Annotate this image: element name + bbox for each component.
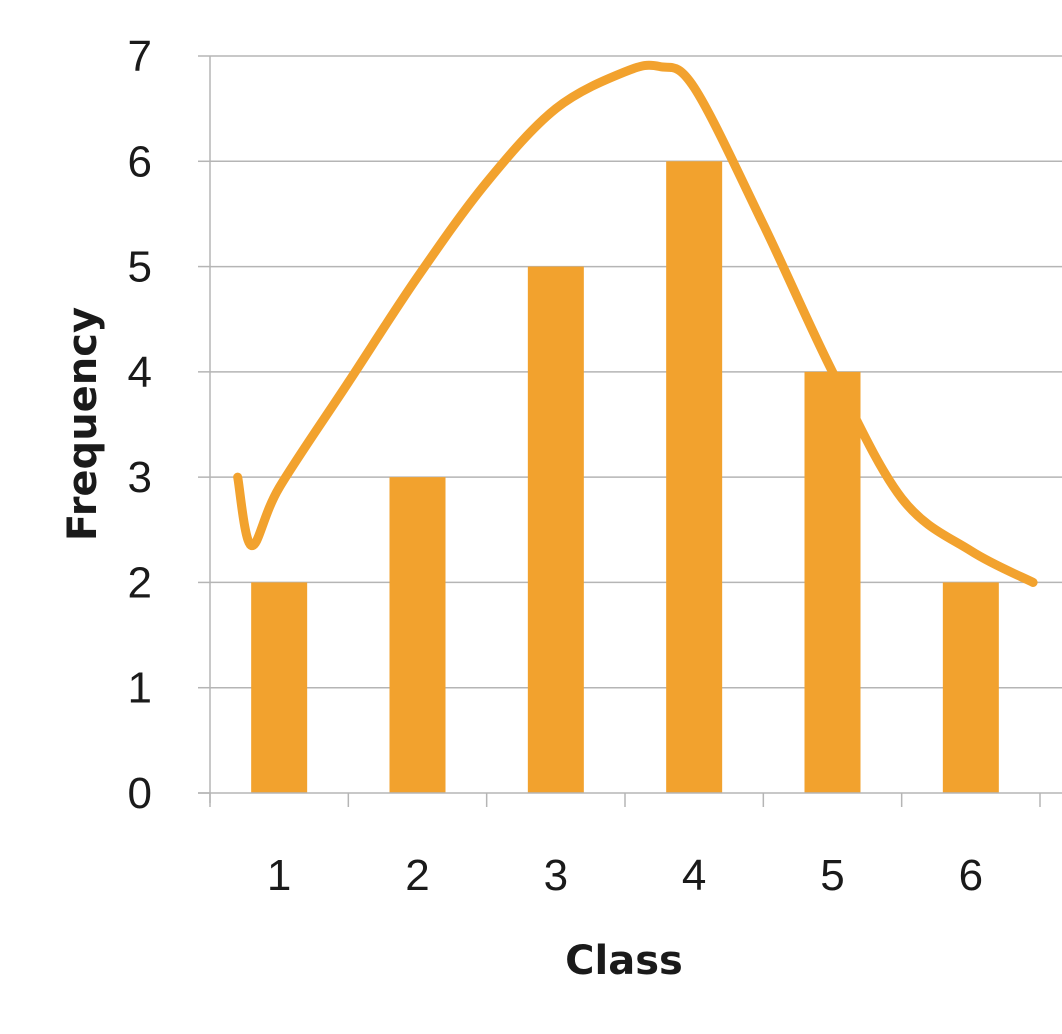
y-tick-label-5: 5	[128, 243, 152, 292]
axes	[198, 55, 1062, 807]
tick-labels: 0 1 2 3 4 5 6 7 1 2 3 4 5 6	[128, 32, 984, 900]
x-tick-label-2: 2	[405, 851, 429, 900]
x-tick-label-6: 6	[959, 851, 983, 900]
bar-4	[666, 161, 723, 794]
x-axis-title: Class	[565, 938, 683, 984]
x-tick-label-3: 3	[544, 851, 568, 900]
x-tick-label-4: 4	[682, 851, 706, 900]
y-tick-label-7: 7	[128, 32, 152, 81]
y-axis-title: Frequency	[60, 307, 106, 541]
overlay-curve-line	[233, 60, 1038, 587]
x-tick-label-5: 5	[820, 851, 844, 900]
bars	[251, 161, 999, 794]
y-tick-label-4: 4	[128, 348, 152, 397]
bar-6	[942, 582, 999, 793]
bar-3	[527, 266, 584, 794]
y-tick-label-1: 1	[128, 664, 152, 713]
y-tick-label-0: 0	[128, 769, 152, 818]
curve-overlay	[233, 60, 1038, 587]
y-tick-label-6: 6	[128, 137, 152, 186]
x-tick-label-1: 1	[267, 851, 291, 900]
bar-2	[389, 477, 446, 793]
y-tick-label-3: 3	[128, 453, 152, 502]
bar-1	[251, 582, 308, 793]
gridlines	[210, 55, 1062, 689]
y-tick-label-2: 2	[128, 558, 152, 607]
bar-5	[804, 371, 861, 793]
